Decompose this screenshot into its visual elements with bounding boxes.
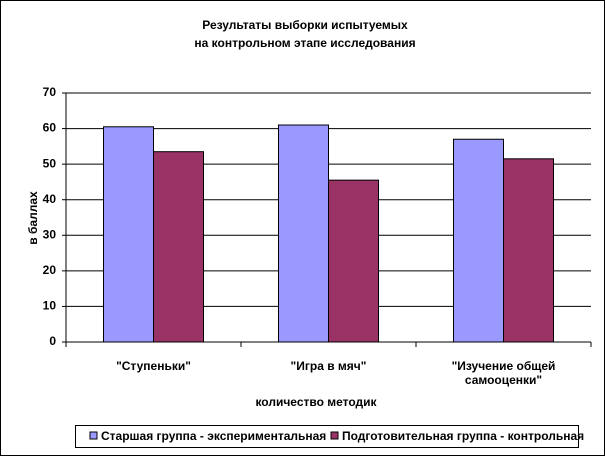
chart-title: Результаты выборки испытуемых bbox=[202, 18, 408, 32]
x-tick-label: "Игра в мяч" bbox=[290, 359, 367, 373]
bar bbox=[153, 151, 204, 343]
legend-label: Старшая группа - экспериментальная bbox=[101, 429, 326, 443]
bar bbox=[503, 158, 554, 343]
y-tick-label: 0 bbox=[49, 334, 56, 348]
bar bbox=[453, 138, 504, 343]
bar bbox=[328, 179, 379, 343]
bar bbox=[278, 124, 329, 343]
x-tick-label: "Ступеньки" bbox=[116, 359, 191, 373]
y-tick-label: 30 bbox=[43, 227, 57, 241]
y-tick-label: 10 bbox=[43, 299, 57, 313]
y-tick-label: 50 bbox=[43, 156, 57, 170]
y-tick-label: 60 bbox=[43, 121, 57, 135]
y-axis-label: в баллах bbox=[26, 191, 40, 245]
legend-box bbox=[75, 425, 579, 448]
chart-title: на контрольном этапе исследования bbox=[194, 36, 415, 50]
x-tick-label: "Изучение общей самооценки" bbox=[451, 359, 556, 387]
x-axis-label: количество методик bbox=[255, 395, 377, 409]
legend-swatch bbox=[330, 431, 339, 440]
y-tick-label: 20 bbox=[43, 263, 57, 277]
bar bbox=[103, 126, 154, 343]
y-tick-label: 70 bbox=[43, 85, 57, 99]
y-tick-label: 40 bbox=[43, 192, 57, 206]
legend-label: Подготовительная группа - контрольная bbox=[342, 429, 584, 443]
legend-swatch bbox=[89, 431, 98, 440]
